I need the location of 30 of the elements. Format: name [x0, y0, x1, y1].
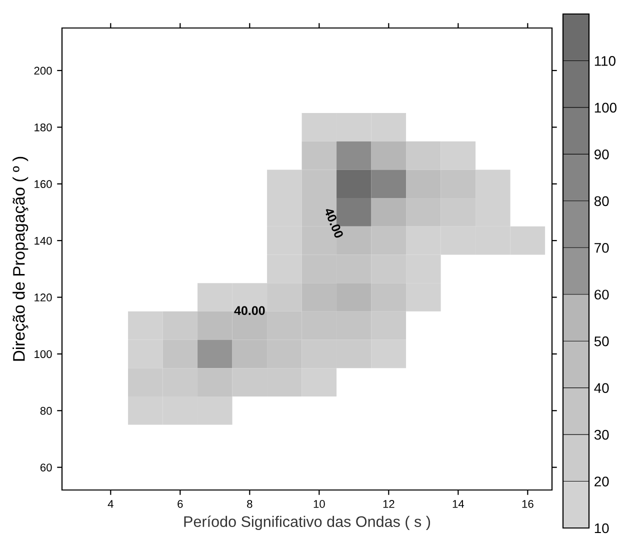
x-tick-label: 6: [178, 500, 183, 508]
color-bar-label: 70: [594, 242, 609, 253]
annotation: 40.00: [234, 306, 265, 316]
x-tick-label: 4: [108, 500, 114, 508]
color-bar-label: 90: [594, 150, 609, 160]
x-tick-label: 14: [452, 500, 464, 508]
y-tick-label: 200: [34, 66, 52, 75]
color-bar-label: 50: [594, 336, 609, 346]
color-bar-label: 100: [594, 102, 616, 113]
color-bar-label: 110: [594, 56, 616, 66]
x-tick-label: 16: [522, 500, 534, 508]
color-bar-label: 40: [594, 383, 609, 393]
x-axis-title: Período Significativo das Ondas ( s ): [184, 516, 430, 530]
y-tick-label: 100: [34, 350, 52, 358]
y-axis-title: Direção de Propagação ( º ): [12, 156, 28, 361]
y-tick-label: 120: [34, 294, 52, 302]
y-tick-label: 80: [40, 406, 52, 415]
y-tick-label: 160: [34, 180, 52, 188]
color-bar-label: 10: [594, 523, 609, 534]
x-tick-label: 8: [247, 500, 252, 508]
color-bar-label: 60: [594, 290, 609, 300]
x-tick-label: 12: [383, 500, 394, 508]
y-tick-label: 180: [34, 123, 52, 132]
annotation: 40.00: [324, 207, 344, 239]
color-bar-label: 30: [594, 430, 609, 440]
x-tick-label: 10: [314, 500, 325, 508]
y-tick-label: 140: [34, 236, 52, 245]
color-bar-label: 80: [594, 196, 609, 206]
color-bar-label: 20: [594, 476, 609, 486]
y-tick-label: 60: [40, 464, 52, 472]
